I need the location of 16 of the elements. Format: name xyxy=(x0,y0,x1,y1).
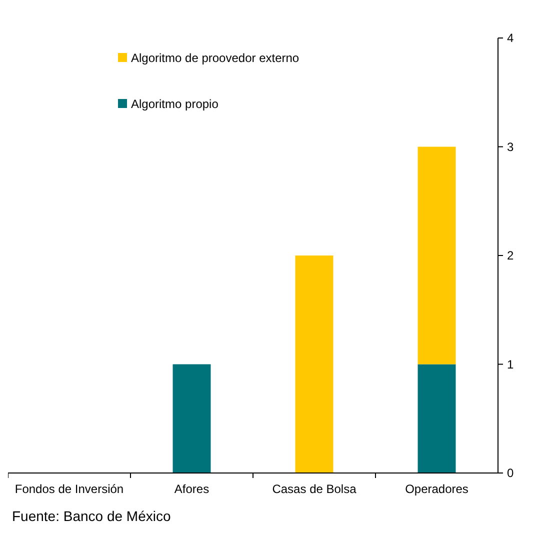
legend-label: Algoritmo de proovedor externo xyxy=(131,51,300,66)
bar xyxy=(295,256,334,473)
y-tick-label: 0 xyxy=(507,466,514,480)
source-note: Fuente: Banco de México xyxy=(12,508,171,524)
bar xyxy=(418,146,456,364)
bar xyxy=(418,364,456,473)
y-tick-label: 2 xyxy=(507,248,514,263)
y-tick-label: 3 xyxy=(507,140,514,154)
legend-label: Algoritmo propio xyxy=(131,97,219,112)
y-tick-label: 4 xyxy=(507,31,514,46)
x-tick-label: Afores xyxy=(174,482,210,496)
x-tick-label: Casas de Bolsa xyxy=(272,482,357,496)
x-tick-label: Fondos de Inversión xyxy=(14,482,124,496)
x-tick-label: Operadores xyxy=(405,482,468,496)
y-tick-label: 1 xyxy=(507,357,514,372)
bar xyxy=(172,364,211,473)
